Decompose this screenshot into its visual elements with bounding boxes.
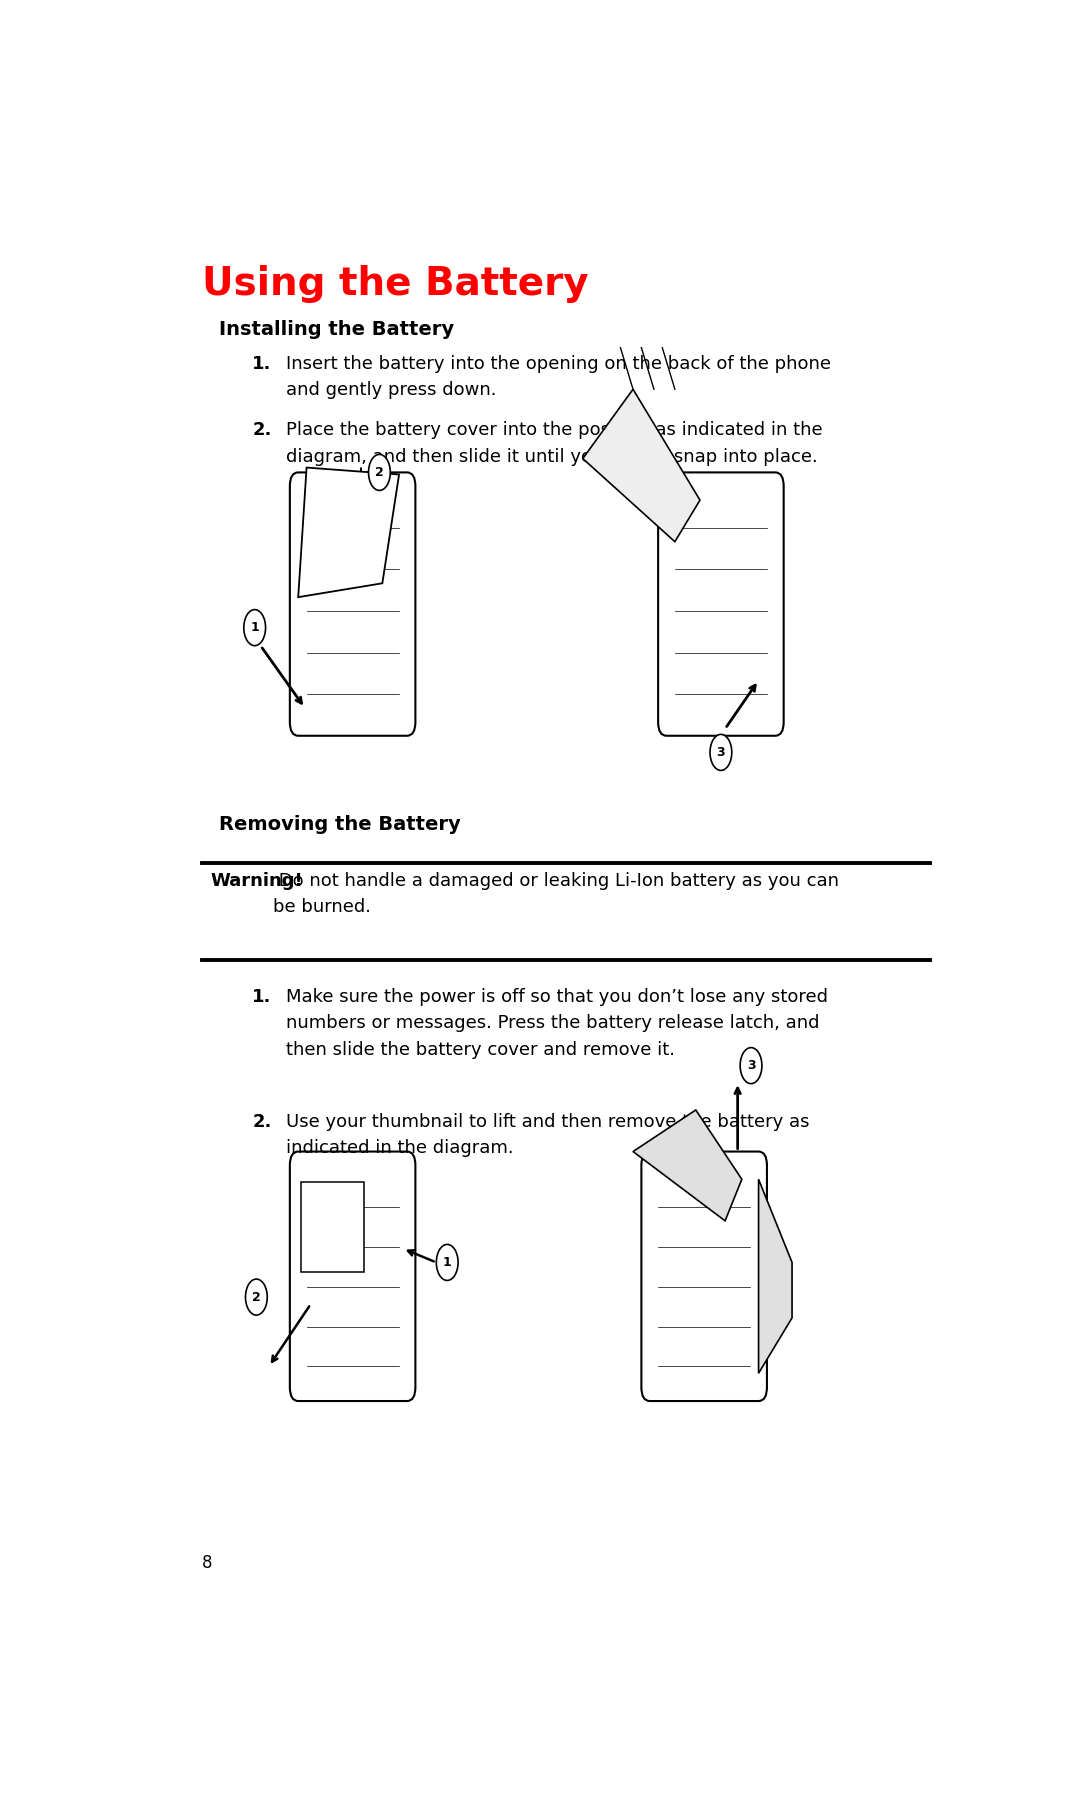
Text: 2.: 2.	[253, 421, 271, 439]
Text: Make sure the power is off so that you don’t lose any stored
numbers or messages: Make sure the power is off so that you d…	[285, 988, 827, 1058]
Text: 8: 8	[202, 1553, 213, 1571]
Text: 3: 3	[746, 1058, 755, 1073]
FancyBboxPatch shape	[642, 1152, 767, 1400]
Text: 2: 2	[252, 1291, 260, 1303]
Circle shape	[710, 734, 732, 770]
Polygon shape	[583, 389, 700, 542]
Polygon shape	[758, 1179, 792, 1373]
Text: 1: 1	[443, 1256, 451, 1269]
FancyBboxPatch shape	[289, 472, 416, 736]
Polygon shape	[298, 468, 400, 598]
Text: Installing the Battery: Installing the Battery	[218, 320, 454, 338]
FancyBboxPatch shape	[300, 1183, 364, 1273]
Text: 1: 1	[251, 621, 259, 634]
Circle shape	[368, 454, 390, 490]
Text: Insert the battery into the opening on the back of the phone
and gently press do: Insert the battery into the opening on t…	[285, 355, 831, 400]
Text: Place the battery cover into the position as indicated in the
diagram, and then : Place the battery cover into the positio…	[285, 421, 822, 466]
Circle shape	[244, 610, 266, 646]
Text: 3: 3	[717, 745, 725, 760]
Circle shape	[740, 1048, 761, 1084]
Circle shape	[245, 1280, 267, 1316]
Text: 1.: 1.	[253, 355, 271, 373]
Text: Warning!: Warning!	[211, 871, 303, 889]
Text: 2: 2	[375, 466, 383, 479]
Text: Removing the Battery: Removing the Battery	[218, 815, 460, 833]
Text: Do not handle a damaged or leaking Li-Ion battery as you can
be burned.: Do not handle a damaged or leaking Li-Io…	[273, 871, 839, 916]
Text: 1.: 1.	[253, 988, 271, 1006]
Text: Use your thumbnail to lift and then remove the battery as
indicated in the diagr: Use your thumbnail to lift and then remo…	[285, 1112, 809, 1157]
Circle shape	[436, 1244, 458, 1280]
Text: 2.: 2.	[253, 1112, 271, 1130]
FancyBboxPatch shape	[289, 1152, 416, 1400]
Polygon shape	[633, 1111, 742, 1220]
FancyBboxPatch shape	[658, 472, 784, 736]
Text: Using the Battery: Using the Battery	[202, 265, 589, 302]
